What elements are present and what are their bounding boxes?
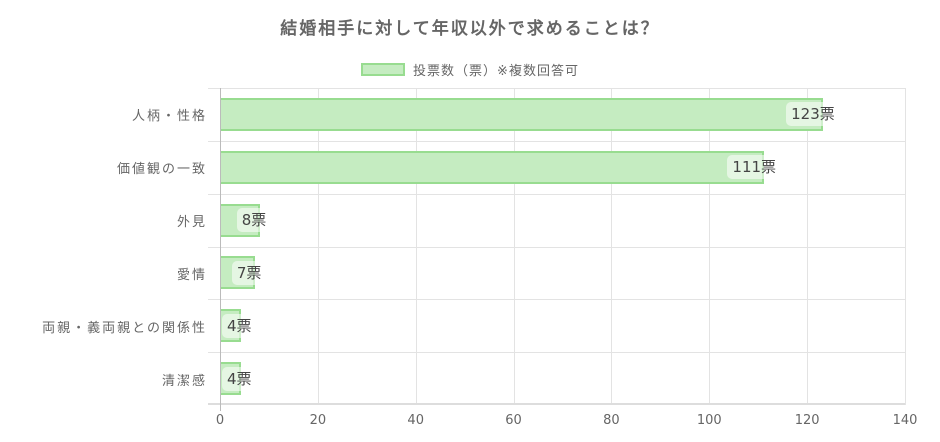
- x-tick-label: 140: [892, 413, 918, 428]
- category-label: 価値観の一致: [116, 162, 207, 178]
- category-label: 愛情: [176, 267, 207, 283]
- data-label: 123票: [786, 102, 837, 127]
- y-axis-line: [220, 88, 221, 411]
- legend: 投票数（票）※複数回答可: [0, 60, 940, 79]
- x-tick-label: 60: [505, 413, 522, 428]
- legend-swatch: [361, 63, 406, 76]
- x-tick-label: 100: [696, 413, 722, 428]
- x-tick-label: 40: [407, 413, 424, 428]
- data-label: 4票: [222, 313, 254, 338]
- category-label: 清潔感: [161, 373, 207, 389]
- gridline-horizontal: [208, 88, 905, 89]
- data-label: 8票: [236, 208, 269, 233]
- x-tick-label: 80: [603, 413, 620, 428]
- gridline-horizontal: [208, 352, 905, 354]
- bar[interactable]: [221, 97, 823, 131]
- plot-area: 123票 111票 8票 7票 4票 4票: [208, 88, 906, 411]
- x-axis-line: [208, 403, 905, 405]
- x-tick-label: 0: [215, 413, 225, 428]
- x-tick-label: 20: [309, 413, 327, 428]
- legend-label: 投票数（票）※複数回答可: [413, 64, 579, 79]
- gridline-vertical: [905, 88, 906, 405]
- category-label: 外見: [176, 215, 207, 231]
- data-label: 7票: [231, 260, 264, 285]
- category-label: 人柄・性格: [131, 109, 207, 125]
- chart-title: 結婚相手に対して年収以外で求めることは？: [280, 19, 660, 39]
- gridline-horizontal: [208, 299, 905, 301]
- data-label: 111票: [727, 155, 779, 180]
- category-label: 両親・義両親との関係性: [42, 320, 207, 336]
- data-label: 4票: [222, 366, 254, 391]
- gridline-horizontal: [208, 193, 905, 195]
- bar[interactable]: [221, 150, 765, 184]
- gridline-horizontal: [208, 140, 905, 142]
- gridline-horizontal: [208, 246, 905, 248]
- x-tick-label: 120: [794, 413, 820, 428]
